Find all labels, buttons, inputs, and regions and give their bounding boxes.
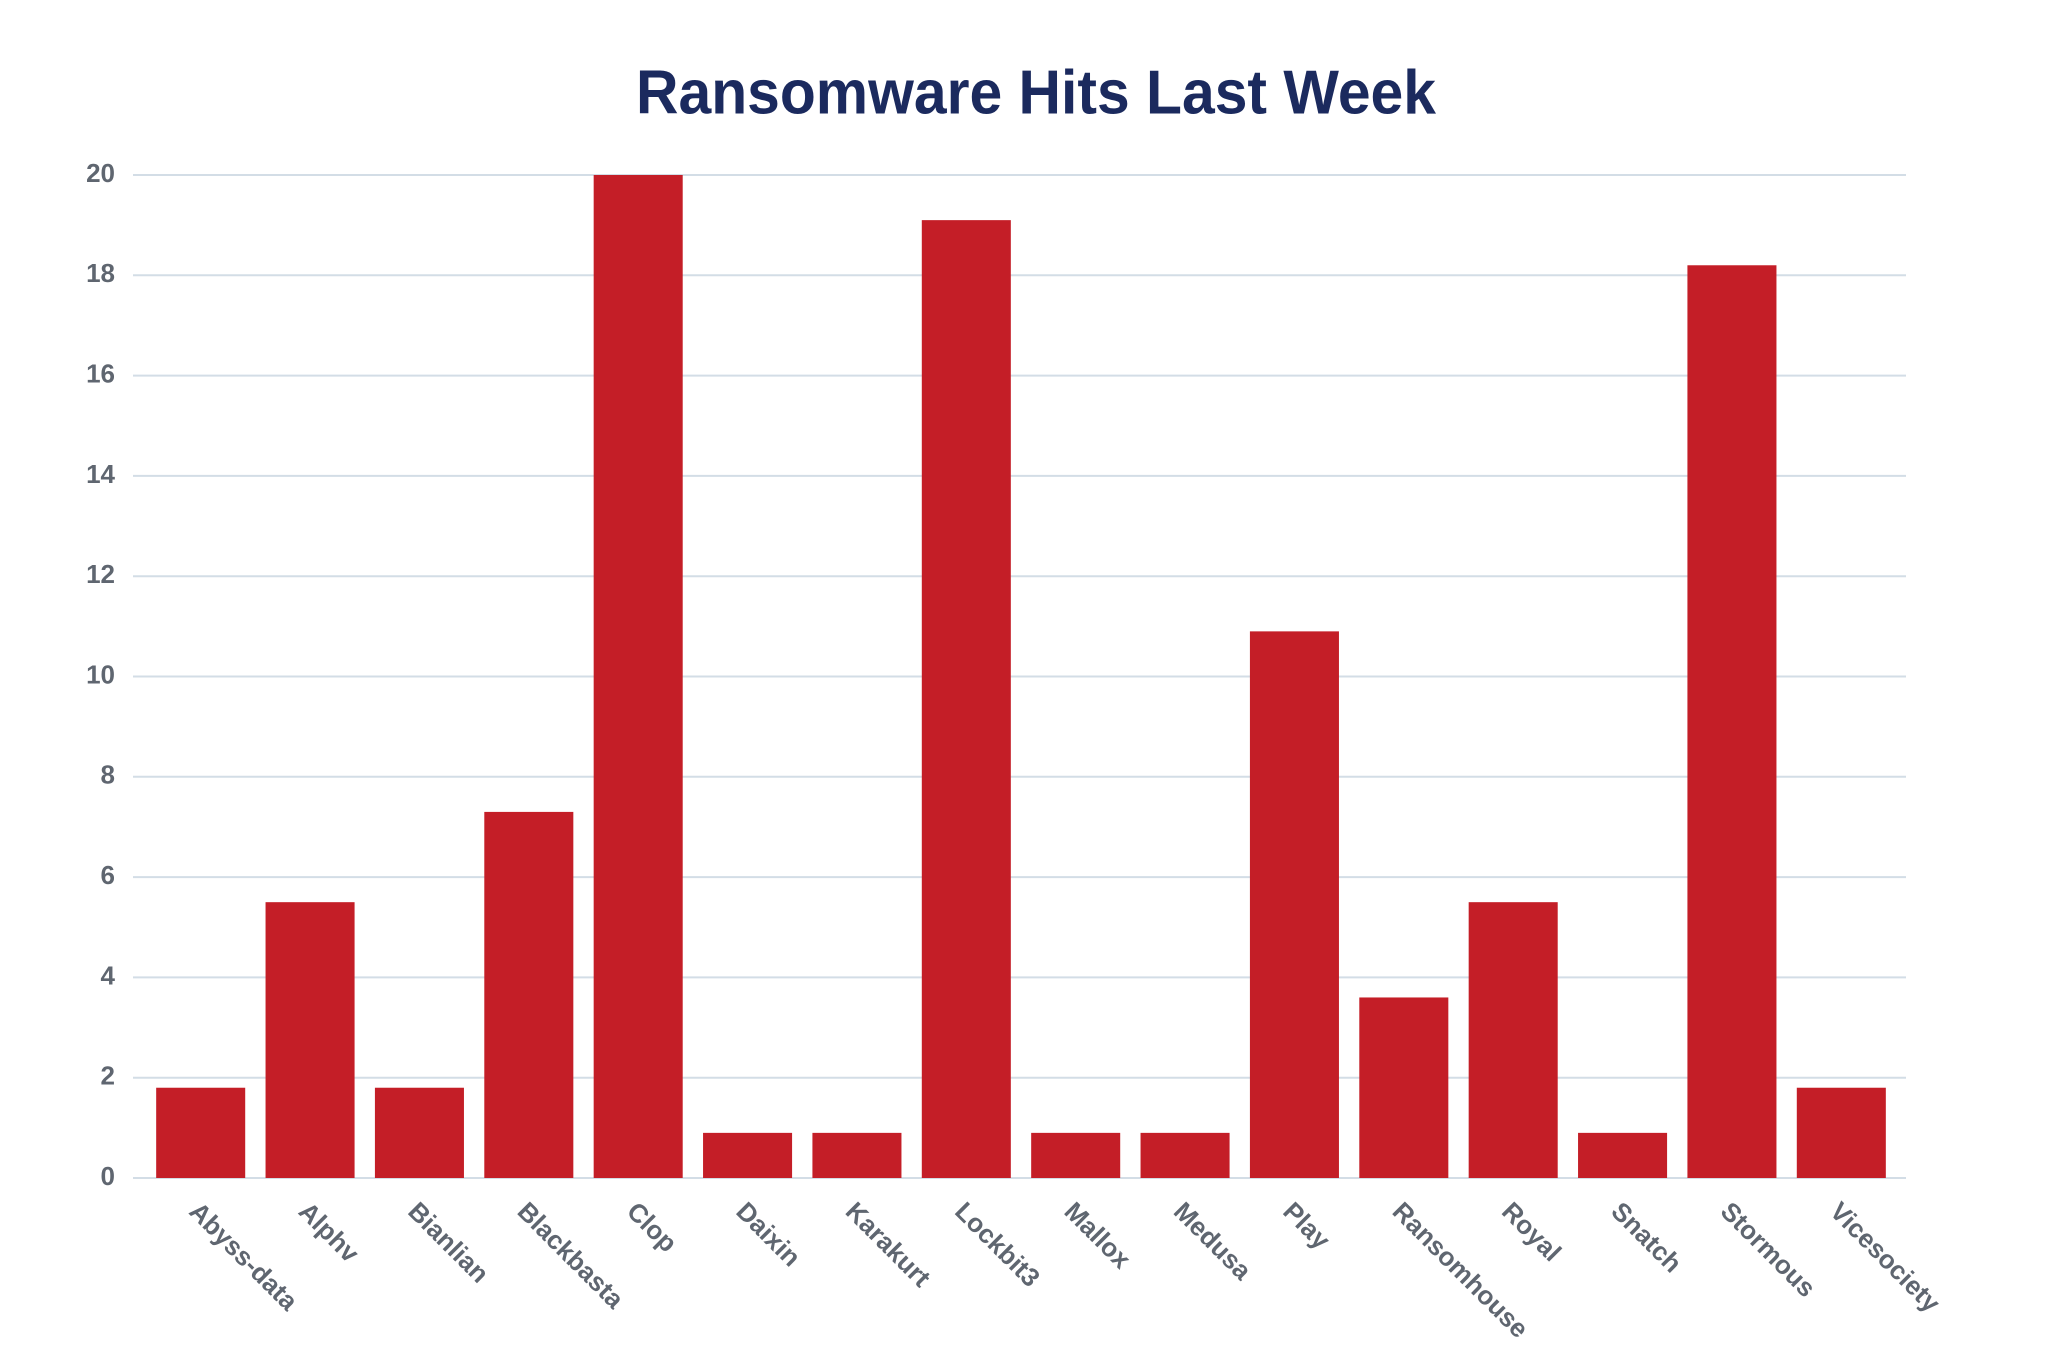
x-tick-label: Play [1277, 1196, 1336, 1255]
bar [1468, 902, 1558, 1178]
x-tick-label: Lockbit3 [949, 1196, 1046, 1293]
chart-title: Ransomware Hits Last Week [636, 58, 1436, 127]
bar [703, 1132, 793, 1178]
bar [156, 1087, 246, 1178]
x-tick-label: Vicesociety [1824, 1196, 1946, 1318]
y-tick-label: 2 [101, 1061, 115, 1091]
bar [1249, 631, 1339, 1178]
bar [1031, 1132, 1121, 1178]
x-tick-label: Karakurt [840, 1196, 937, 1293]
y-tick-label: 4 [101, 960, 116, 990]
x-tick-label: Royal [1496, 1196, 1567, 1267]
y-tick-label: 6 [101, 860, 115, 890]
x-tick-label: Stormous [1715, 1196, 1822, 1303]
bar [921, 220, 1011, 1178]
bar [1687, 265, 1777, 1178]
x-tick-label: Alphv [293, 1196, 366, 1269]
x-tick-label: Blackbasta [512, 1196, 631, 1315]
x-tick-label: Medusa [1168, 1196, 1258, 1286]
bar [1140, 1132, 1230, 1178]
y-tick-label: 12 [86, 559, 115, 589]
y-tick-label: 16 [86, 358, 115, 388]
y-tick-label: 18 [86, 258, 115, 288]
bar [593, 175, 683, 1178]
y-tick-label: 10 [86, 659, 115, 689]
x-tick-label: Mallox [1059, 1196, 1138, 1275]
bar [484, 811, 574, 1178]
y-tick-label: 0 [101, 1161, 115, 1191]
x-tick-label: Daixin [730, 1196, 806, 1272]
bar [812, 1132, 902, 1178]
x-tick-label: Snatch [1605, 1196, 1688, 1279]
bar [265, 902, 355, 1178]
y-tick-label: 14 [86, 459, 115, 489]
bar [374, 1087, 464, 1178]
x-tick-label: Clop [621, 1196, 683, 1258]
bar [1578, 1132, 1668, 1178]
x-tick-label: Bianlian [402, 1196, 495, 1289]
y-tick-label: 20 [86, 158, 115, 188]
x-tick-label: Abyss-data [184, 1196, 305, 1317]
bar [1359, 997, 1449, 1178]
bar [1796, 1087, 1886, 1178]
y-tick-label: 8 [101, 760, 115, 790]
